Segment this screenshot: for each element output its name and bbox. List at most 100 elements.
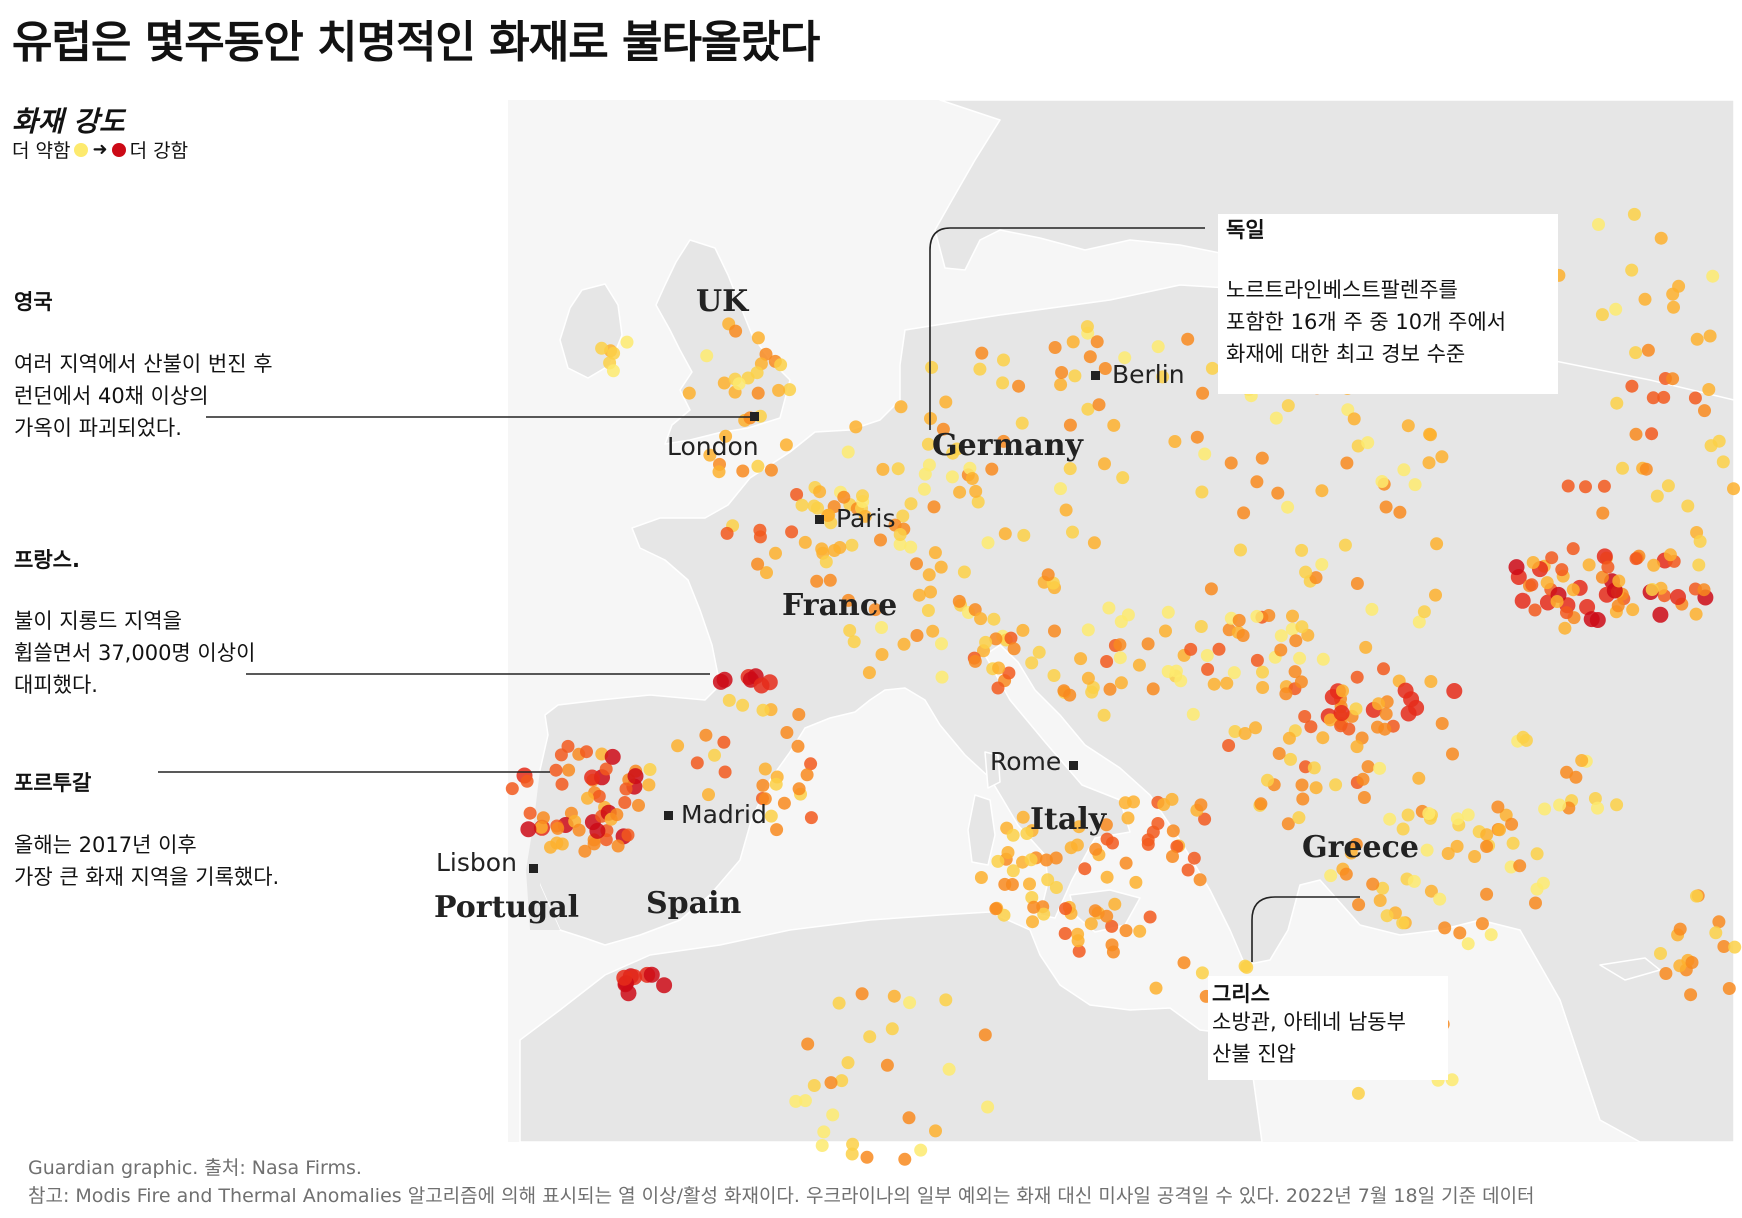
fire-dot [779,438,793,452]
fire-dot [1453,926,1467,940]
fire-dot [1480,887,1494,901]
fire-dot [1190,430,1204,444]
fire-dot [832,996,846,1010]
fire-dot [1143,910,1157,924]
fire-dot [1461,937,1475,951]
fire-dot [1220,676,1234,690]
fire-dot [1516,730,1530,744]
fire-dot [1027,900,1041,914]
fire-dot [549,763,563,777]
fire-dot [1703,329,1717,343]
city-marker-paris [815,515,824,524]
fire-dot [1166,850,1179,863]
greece-annotation-box: 그리스 소방관, 아테네 남동부 산불 진압 [1208,976,1448,1080]
fire-dot [1397,463,1411,477]
fire-dot [880,1058,894,1072]
fire-dot [1016,810,1030,824]
fire-dot [618,796,632,809]
fire-dot [1174,674,1188,688]
fire-dot [1072,820,1086,834]
fire-dot [1626,603,1640,617]
fire-dot [555,837,569,851]
fire-dot [981,536,995,550]
fire-dot [1579,480,1592,494]
fire-dot [1435,717,1449,730]
fire-dot [1323,713,1337,727]
fire-dot [801,1037,815,1051]
page-title: 유럽은 몇주동안 치명적인 화재로 불타올랐다 [12,17,820,68]
fire-dot [1441,847,1455,860]
fire-dot [936,422,950,436]
fire-dot [1195,966,1209,980]
fire-dot [1296,792,1310,806]
fire-dot [1652,606,1669,623]
fire-dot [894,400,908,414]
fire-dot [1359,640,1373,654]
strong-fire-dot-icon [111,142,126,157]
fire-dot [1401,808,1415,822]
fire-dot [1236,629,1250,642]
fire-dot [1702,383,1716,396]
fire-dot [1271,486,1285,500]
fire-dot [855,987,869,1001]
city-marker-lisbon [529,864,538,873]
fire-dot [1528,603,1542,617]
fire-dot [703,448,717,462]
fire-dot [1212,642,1226,656]
fire-dot [607,346,621,360]
fire-dot [1339,867,1353,881]
city-label-madrid: Madrid [681,800,767,829]
fire-dot [1201,662,1215,676]
fire-dot [804,757,818,771]
fire-dot [572,823,586,837]
fire-dot [874,533,887,547]
fire-dot [1026,915,1039,929]
fire-dot [1279,687,1293,701]
fire-dot [843,624,857,637]
fire-dot [912,588,926,602]
fire-dot [1629,427,1643,441]
fire-dot [926,624,940,638]
fire-dot [1493,823,1506,837]
fire-dot [1550,595,1564,608]
fire-dot [1222,739,1236,752]
greece-annotation-heading: 그리스 [1212,982,1270,1006]
fire-dot [1591,801,1604,815]
fire-dot [1420,843,1434,857]
fire-dot [717,735,731,749]
fire-dot [544,840,557,854]
fire-dot [1166,824,1180,838]
fire-dot [1347,412,1361,426]
fire-dot [610,808,624,822]
fire-dot [1048,341,1062,354]
fire-dot [921,437,935,451]
fire-dot [1657,390,1671,404]
fire-dot [1087,536,1101,550]
fire-dot [1609,302,1623,316]
fire-dot [1566,583,1580,597]
fire-dot [1589,612,1606,628]
fire-dot [957,565,971,579]
fire-dot [997,434,1011,448]
fire-dot [1289,634,1303,648]
footer-note: 참고: Modis Fire and Thermal Anomalies 알고리… [28,1185,1535,1207]
fire-dot [1272,747,1286,760]
fire-dot [1103,682,1117,696]
fire-dot [975,346,989,360]
fire-dot [751,557,765,571]
fire-dot [780,726,794,739]
fire-dot [1015,416,1029,430]
fire-dot [627,768,644,785]
fire-dot [1205,361,1219,375]
fire-dot [1560,606,1573,620]
fire-dot [1475,917,1489,931]
fire-dot [1105,919,1119,933]
fire-dot [1529,896,1542,910]
fire-dot [904,497,918,511]
fire-dot [1049,851,1063,865]
corsica-land [984,751,1001,789]
fire-dot [619,782,633,796]
fire-dot [1446,683,1463,699]
fire-dot [1204,582,1218,596]
fire-dot [1083,350,1097,364]
